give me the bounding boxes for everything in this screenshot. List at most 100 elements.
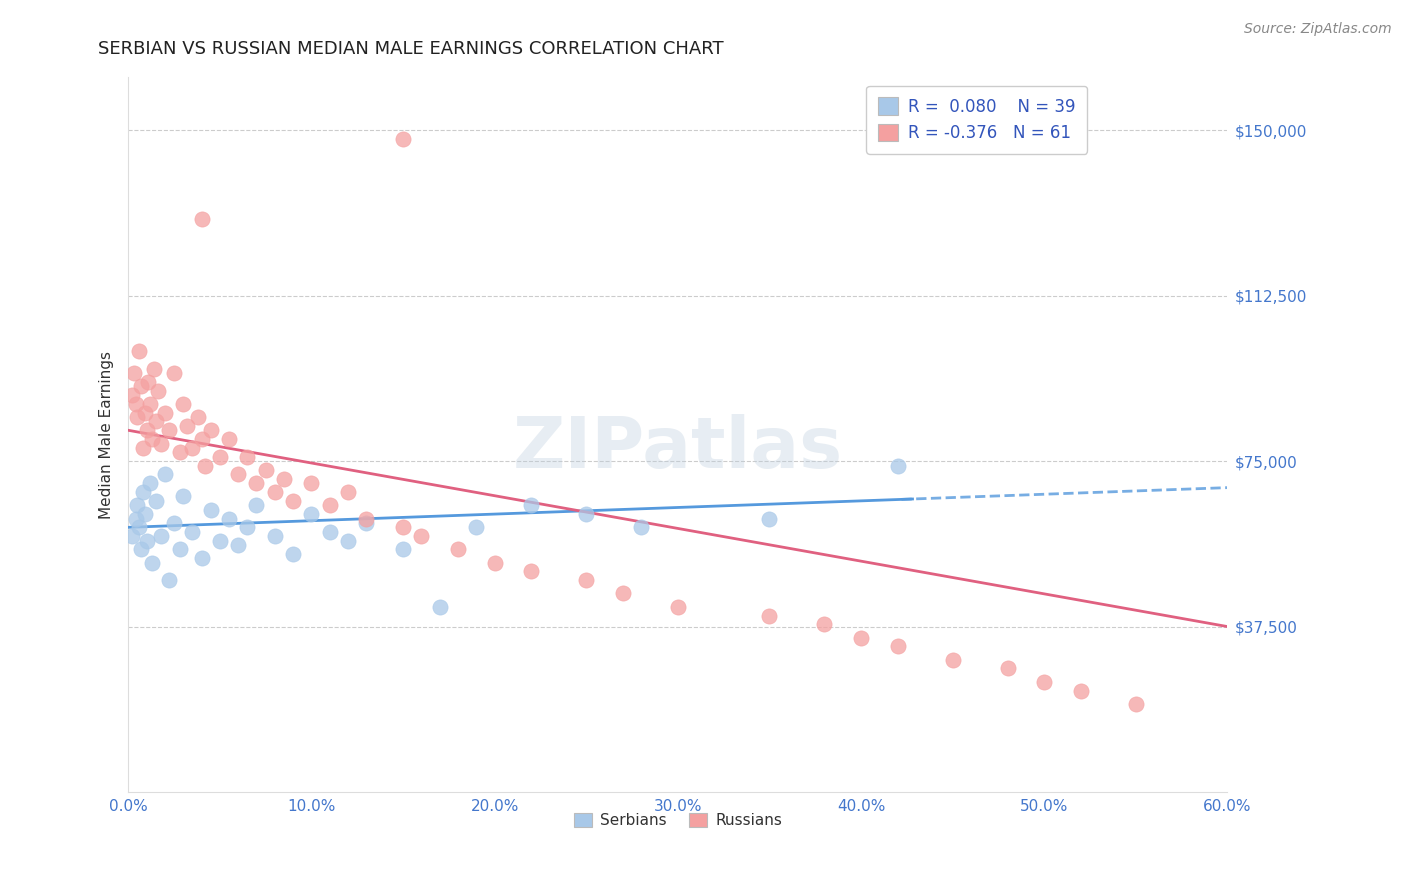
Point: [124, 511, 146, 525]
Point: [218, 511, 240, 525]
Point: [169, 542, 191, 557]
Point: [630, 520, 652, 534]
Point: [484, 556, 506, 570]
Point: [153, 467, 176, 482]
Point: [132, 441, 155, 455]
Point: [1070, 683, 1092, 698]
Y-axis label: Median Male Earnings: Median Male Earnings: [100, 351, 114, 519]
Point: [139, 397, 162, 411]
Point: [484, 13, 506, 28]
Point: [337, 485, 360, 500]
Point: [575, 574, 598, 588]
Point: [150, 529, 173, 543]
Point: [146, 384, 169, 398]
Point: [429, 599, 451, 614]
Point: [226, 538, 249, 552]
Point: [135, 423, 157, 437]
Point: [142, 361, 165, 376]
Point: [319, 498, 342, 512]
Point: [129, 542, 152, 557]
Point: [226, 467, 249, 482]
Point: [356, 516, 378, 530]
Point: [135, 533, 157, 548]
Point: [299, 507, 322, 521]
Point: [1125, 697, 1147, 711]
Point: [575, 507, 598, 521]
Text: SERBIAN VS RUSSIAN MEDIAN MALE EARNINGS CORRELATION CHART: SERBIAN VS RUSSIAN MEDIAN MALE EARNINGS …: [98, 40, 724, 58]
Point: [121, 529, 143, 543]
Point: [1033, 674, 1056, 689]
Point: [132, 485, 155, 500]
Point: [997, 661, 1019, 675]
Point: [666, 599, 689, 614]
Point: [392, 132, 415, 146]
Point: [758, 511, 780, 525]
Point: [236, 450, 259, 464]
Point: [190, 211, 212, 226]
Point: [141, 556, 163, 570]
Point: [172, 397, 194, 411]
Point: [392, 520, 415, 534]
Point: [236, 520, 259, 534]
Point: [941, 653, 963, 667]
Point: [208, 450, 231, 464]
Point: [128, 343, 150, 358]
Point: [163, 516, 186, 530]
Point: [122, 366, 145, 380]
Point: [141, 432, 163, 446]
Point: [134, 507, 156, 521]
Point: [218, 432, 240, 446]
Point: [263, 485, 285, 500]
Text: Source: ZipAtlas.com: Source: ZipAtlas.com: [1244, 22, 1392, 37]
Point: [273, 472, 295, 486]
Point: [886, 458, 908, 473]
Point: [181, 441, 204, 455]
Point: [190, 432, 212, 446]
Point: [200, 502, 222, 516]
Point: [163, 366, 186, 380]
Point: [447, 542, 470, 557]
Point: [145, 414, 167, 428]
Point: [181, 524, 204, 539]
Point: [281, 494, 304, 508]
Point: [465, 520, 488, 534]
Point: [127, 498, 149, 512]
Point: [176, 418, 198, 433]
Point: [157, 574, 180, 588]
Point: [194, 458, 217, 473]
Point: [153, 406, 176, 420]
Point: [128, 520, 150, 534]
Point: [319, 524, 342, 539]
Point: [849, 631, 872, 645]
Point: [337, 533, 360, 548]
Point: [281, 57, 304, 71]
Point: [139, 476, 162, 491]
Point: [169, 445, 191, 459]
Point: [150, 436, 173, 450]
Point: [172, 490, 194, 504]
Point: [356, 511, 378, 525]
Point: [208, 533, 231, 548]
Point: [520, 498, 543, 512]
Point: [813, 617, 835, 632]
Point: [299, 476, 322, 491]
Point: [200, 423, 222, 437]
Point: [124, 397, 146, 411]
Point: [134, 406, 156, 420]
Point: [145, 494, 167, 508]
Point: [411, 529, 433, 543]
Point: [245, 498, 267, 512]
Point: [612, 586, 634, 600]
Point: [138, 375, 160, 389]
Point: [392, 542, 415, 557]
Legend: Serbians, Russians: Serbians, Russians: [568, 807, 789, 834]
Point: [281, 547, 304, 561]
Point: [254, 463, 277, 477]
Point: [245, 476, 267, 491]
Point: [886, 640, 908, 654]
Point: [263, 529, 285, 543]
Point: [127, 410, 149, 425]
Point: [129, 379, 152, 393]
Point: [157, 423, 180, 437]
Point: [121, 388, 143, 402]
